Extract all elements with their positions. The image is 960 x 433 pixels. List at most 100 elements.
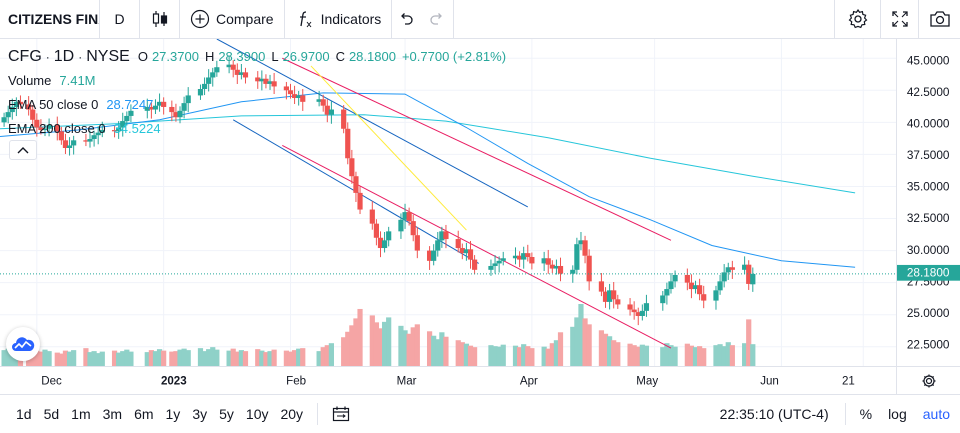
range-5y[interactable]: 5y [219,406,234,422]
percent-toggle[interactable]: % [859,406,873,422]
candle-body [721,272,727,282]
volume-bar [742,343,748,366]
range-1m[interactable]: 1m [71,406,91,422]
volume-bar [553,340,560,366]
volume-bar [38,351,44,366]
volume-bars [1,304,756,366]
calendar-range-icon [332,406,350,422]
time-ticks: Dec 2023 Feb Mar Apr May Jun 21 [41,375,855,387]
candle-body [345,128,351,159]
range-1y[interactable]: 1y [165,406,181,422]
volume-bar [729,345,735,366]
time-axis[interactable]: Dec 2023 Feb Mar Apr May Jun 21 [0,366,896,394]
volume-bar [410,327,416,366]
candle-body [381,240,388,249]
volume-bar [660,347,666,366]
candle-body [742,264,748,270]
volume-bar [214,349,220,366]
candle-body [214,67,220,73]
candle-body [516,255,523,260]
settings-button[interactable] [834,0,880,38]
volume-bar [381,321,388,366]
candle-body [455,239,461,249]
volume-bar [177,349,183,366]
chart-type-button[interactable] [140,0,180,38]
snapshot-button[interactable] [918,0,960,38]
clock[interactable]: 22:35:10 (UTC-4) [719,406,829,422]
compare-button[interactable]: Compare [180,0,285,38]
drawings [216,39,672,349]
range-3y[interactable]: 3y [192,406,208,422]
candle-body [95,132,101,136]
interval-button[interactable]: D [100,0,140,38]
volume-bar [721,346,727,366]
volume-bar [688,345,695,366]
brand-logo-button[interactable] [6,327,40,361]
candle-body [664,289,670,296]
candle-body [545,258,551,265]
candle-body [91,135,97,140]
auto-toggle[interactable]: auto [922,406,950,422]
candle-body [586,255,592,282]
fullscreen-button[interactable] [880,0,918,38]
volume-bar [611,340,617,366]
volume-bar [54,352,60,366]
symbol-search[interactable]: CITIZENS FINANCIAL GROUP [0,0,100,38]
volume-bar [345,331,351,366]
range-3m[interactable]: 3m [102,406,123,422]
legend-collapse-button[interactable] [9,140,37,160]
candle-body [521,253,527,260]
goto-date-button[interactable] [326,406,356,422]
candle-body [62,140,69,148]
candle-body [574,244,580,270]
volume-bar [386,317,392,366]
undo-button[interactable] [392,0,420,38]
candle-body [672,274,678,282]
volume-bar [496,346,502,366]
indicators-button[interactable]: Indicators [285,0,393,38]
volume-bar [95,353,101,366]
volume-bar [34,350,40,366]
candle-body [99,130,105,133]
time-tick-label: 2023 [161,375,187,387]
candle-body [201,83,208,90]
gear-small-icon [922,374,935,387]
range-6m[interactable]: 6m [134,406,154,422]
volume-bar [431,335,437,366]
range-10y[interactable]: 10y [245,406,269,422]
candle-body [553,265,560,269]
volume-bar [467,345,474,366]
range-5d[interactable]: 5d [43,406,60,422]
candle-body [71,140,77,146]
candle-body [688,282,695,290]
candle-body [529,257,535,264]
chart-pane[interactable] [0,39,896,366]
candle-body [169,106,175,113]
candle-body [426,250,433,261]
candle-body [42,128,48,131]
candle-body [570,269,576,274]
last-price-badge [897,264,960,281]
candle-body [156,101,163,106]
price-axis[interactable]: 45.0000 42.5000 40.0000 37.5000 35.0000 32.50… [896,39,960,366]
candle-body [635,312,641,316]
volume-bar [210,347,216,366]
volume-bar [271,349,277,366]
volume-bar [185,350,191,366]
candle-body [557,265,564,274]
price-tick-label: 32.5000 [907,211,950,225]
axis-settings-button[interactable] [896,366,960,394]
volume-bar [398,325,404,366]
log-toggle[interactable]: log [888,406,907,422]
range-1d[interactable]: 1d [16,406,32,422]
toolbar-right [834,0,960,38]
time-tick-label: Jun [760,375,779,387]
volume-bar [607,336,613,366]
candle-body [5,112,11,118]
volume-bar [492,346,498,366]
candle-body [660,295,666,304]
volume-bar [541,346,547,366]
range-20y[interactable]: 20y [280,406,304,422]
redo-button[interactable] [420,0,455,38]
volume-bar [525,346,531,366]
